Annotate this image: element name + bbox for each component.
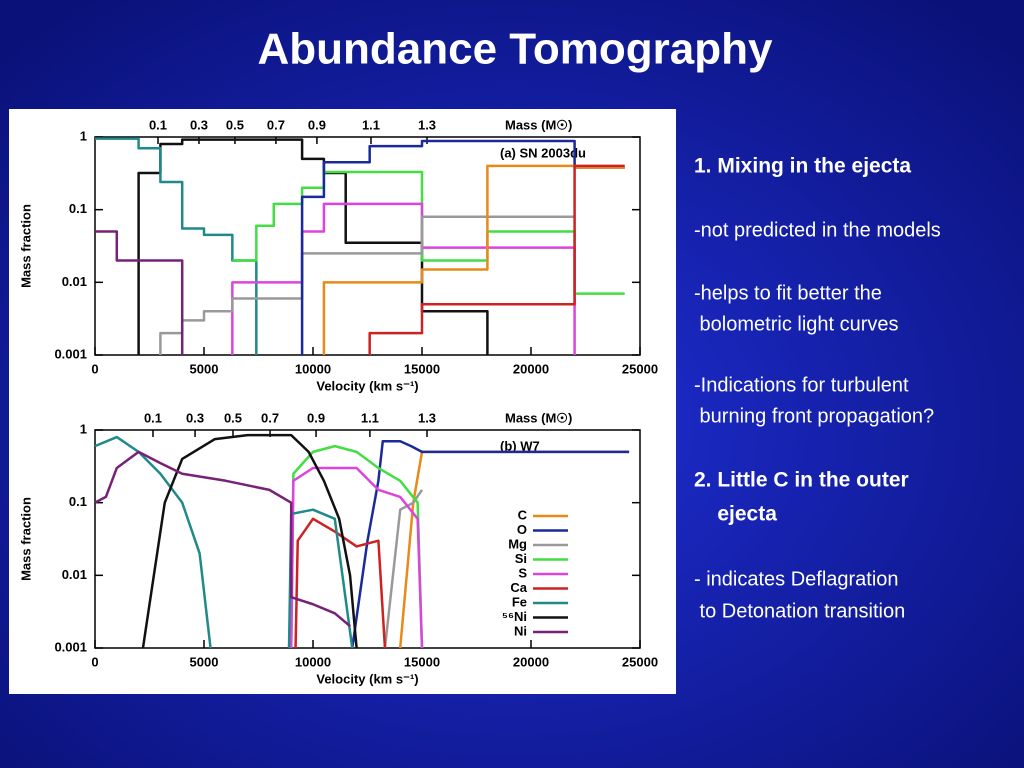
plot-frame — [94, 136, 641, 356]
y-tick-label: 0.1 — [69, 201, 87, 216]
mass-axis-label: Mass (M☉) — [505, 117, 572, 132]
legend-label: S — [518, 565, 527, 580]
bullet-line: burning front propagation? — [694, 405, 934, 427]
series-line — [300, 139, 625, 355]
legend-label: Fe — [512, 594, 527, 609]
series-line — [368, 164, 625, 355]
mass-tick-label: 0.9 — [307, 410, 325, 425]
series-line — [289, 466, 424, 649]
legend-label: Ni — [514, 623, 527, 638]
y-tick-label: 0.001 — [54, 346, 87, 361]
series-line — [294, 517, 387, 649]
mass-tick-label: 1.1 — [361, 410, 379, 425]
y-tick-label: 0.01 — [62, 274, 87, 289]
bullet-line: 2. Little C in the outer — [694, 469, 909, 492]
bullet-line: bolometric light curves — [694, 313, 899, 335]
x-tick-label: 0 — [91, 361, 98, 376]
slide-title: Abundance Tomography — [258, 25, 774, 74]
y-tick-label: 0.1 — [69, 494, 87, 509]
mass-tick-label: 0.1 — [149, 117, 167, 132]
mass-tick-label: 0.5 — [226, 117, 244, 132]
mass-tick-label: 1.3 — [418, 410, 436, 425]
x-tick-label: 5000 — [190, 654, 219, 669]
series-line — [95, 230, 184, 355]
bullet-line: -Indications for turbulent — [694, 374, 909, 396]
bullet-line: ejecta — [694, 503, 777, 526]
x-tick-label: 0 — [91, 654, 98, 669]
chart-annotation: (b) W7 — [500, 438, 540, 453]
x-tick-label: 25000 — [622, 361, 658, 376]
mass-tick-label: 1.3 — [418, 117, 436, 132]
mass-tick-label: 0.7 — [261, 410, 279, 425]
x-tick-label: 15000 — [404, 361, 440, 376]
legend-label: Si — [515, 551, 527, 566]
plot-frame — [94, 429, 641, 649]
bullet-line: -helps to fit better the — [694, 282, 882, 304]
bullet-line: -not predicted in the models — [694, 219, 941, 241]
chart-annotation: (a) SN 2003du — [500, 145, 586, 160]
legend-label: C — [518, 507, 528, 522]
mass-tick-label: 1.1 — [362, 117, 380, 132]
y-tick-label: 0.01 — [62, 567, 87, 582]
legend-label: Mg — [508, 536, 527, 551]
mass-tick-label: 0.5 — [224, 410, 242, 425]
y-tick-label: 0.001 — [54, 639, 87, 654]
bullet-line: - indicates Deflagration — [694, 568, 899, 590]
bullet-line: 1. Mixing in the ejecta — [694, 155, 911, 178]
y-tick-label: 1 — [80, 128, 87, 143]
x-tick-label: 10000 — [295, 361, 331, 376]
mass-tick-label: 0.3 — [186, 410, 204, 425]
mass-tick-label: 0.3 — [190, 117, 208, 132]
y-tick-label: 1 — [80, 421, 87, 436]
series-line — [351, 440, 630, 649]
bullet-line: to Detonation transition — [694, 600, 905, 622]
x-tick-label: 20000 — [513, 654, 549, 669]
legend-label: O — [517, 522, 527, 537]
legend-label: ⁵⁶Ni — [502, 609, 527, 624]
series-line — [94, 450, 351, 628]
legend-label: Ca — [510, 580, 527, 595]
mass-tick-label: 0.9 — [308, 117, 326, 132]
x-tick-label: 20000 — [513, 361, 549, 376]
series-line — [141, 433, 358, 649]
series-line — [289, 444, 424, 649]
series-line — [231, 202, 576, 355]
y-axis-label: Mass fraction — [18, 204, 33, 288]
mass-tick-label: 0.7 — [267, 117, 285, 132]
figure-panel — [9, 109, 676, 694]
y-axis-label: Mass fraction — [18, 497, 33, 581]
x-axis-label: Velocity (km s⁻¹) — [316, 671, 418, 686]
x-tick-label: 25000 — [622, 654, 658, 669]
mass-tick-label: 0.1 — [144, 410, 162, 425]
x-tick-label: 10000 — [295, 654, 331, 669]
mass-axis-label: Mass (M☉) — [505, 410, 572, 425]
x-tick-label: 5000 — [190, 361, 219, 376]
x-axis-label: Velocity (km s⁻¹) — [316, 378, 418, 393]
bullets: 1. Mixing in the ejecta -not predicted in… — [694, 155, 941, 623]
x-tick-label: 15000 — [404, 654, 440, 669]
